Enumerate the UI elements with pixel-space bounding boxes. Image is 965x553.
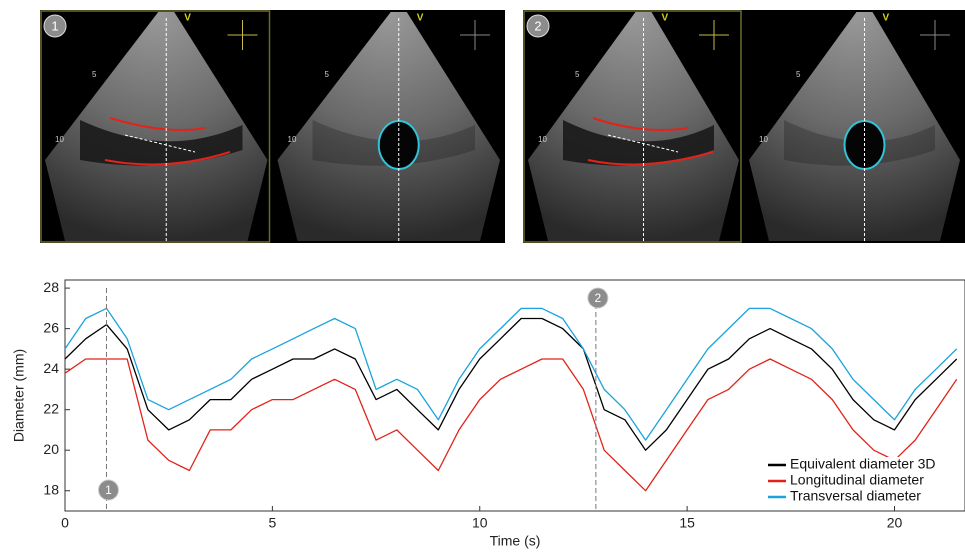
x-tick-label: 5 [268, 515, 276, 531]
badge-circle [526, 14, 550, 38]
view-marker: V [417, 13, 424, 24]
x-tick-label: 0 [61, 515, 69, 531]
y-tick-label: 18 [43, 481, 59, 497]
legend-background [764, 473, 964, 489]
legend-label: Longitudinal diameter [790, 472, 924, 488]
legend-label: Equivalent diameter 3D [790, 456, 936, 472]
series-line [64, 317, 958, 451]
series-line [64, 307, 958, 441]
x-tick-label: 10 [472, 515, 488, 531]
depth-label: 10 [288, 135, 297, 144]
x-tick-label: 20 [887, 515, 903, 531]
x-axis-label: Time (s) [490, 533, 541, 549]
ultrasound-sector [45, 12, 268, 241]
y-axis-label: Diameter (mm) [11, 349, 27, 442]
view-border [523, 10, 742, 243]
legend-background [764, 489, 964, 505]
view-marker: V [662, 13, 669, 24]
badge-circle [43, 14, 67, 38]
depth-label: 5 [92, 70, 97, 79]
legend-label: Transversal diameter [790, 488, 921, 504]
dark-structure [80, 120, 243, 166]
badge-label: 2 [534, 18, 541, 33]
event-badge [97, 479, 119, 501]
legend-background [764, 457, 964, 473]
wall-outline [109, 117, 206, 132]
view-border [40, 10, 271, 243]
depth-label: 5 [796, 70, 801, 79]
ultrasound-sector [528, 12, 739, 241]
y-tick-label: 24 [43, 360, 59, 376]
depth-label: 5 [325, 70, 330, 79]
event-label: 1 [105, 483, 112, 497]
depth-label: 5 [575, 70, 580, 79]
y-tick-label: 20 [43, 441, 59, 457]
badge-label: 1 [51, 18, 58, 33]
wall-outline [587, 151, 714, 166]
event-label: 2 [595, 291, 602, 305]
y-tick-label: 26 [43, 319, 59, 335]
y-tick-label: 22 [43, 400, 59, 416]
series-line [64, 358, 958, 492]
wall-outline [104, 151, 231, 166]
measure-line [124, 134, 196, 153]
wall-outline [592, 117, 689, 132]
view-marker: V [883, 13, 890, 24]
x-tick-label: 15 [679, 515, 695, 531]
depth-label: 10 [759, 135, 768, 144]
event-badge [587, 287, 609, 309]
depth-label: 10 [538, 135, 547, 144]
depth-label: 10 [55, 135, 64, 144]
y-tick-label: 28 [43, 279, 59, 295]
view-marker: V [184, 13, 191, 24]
